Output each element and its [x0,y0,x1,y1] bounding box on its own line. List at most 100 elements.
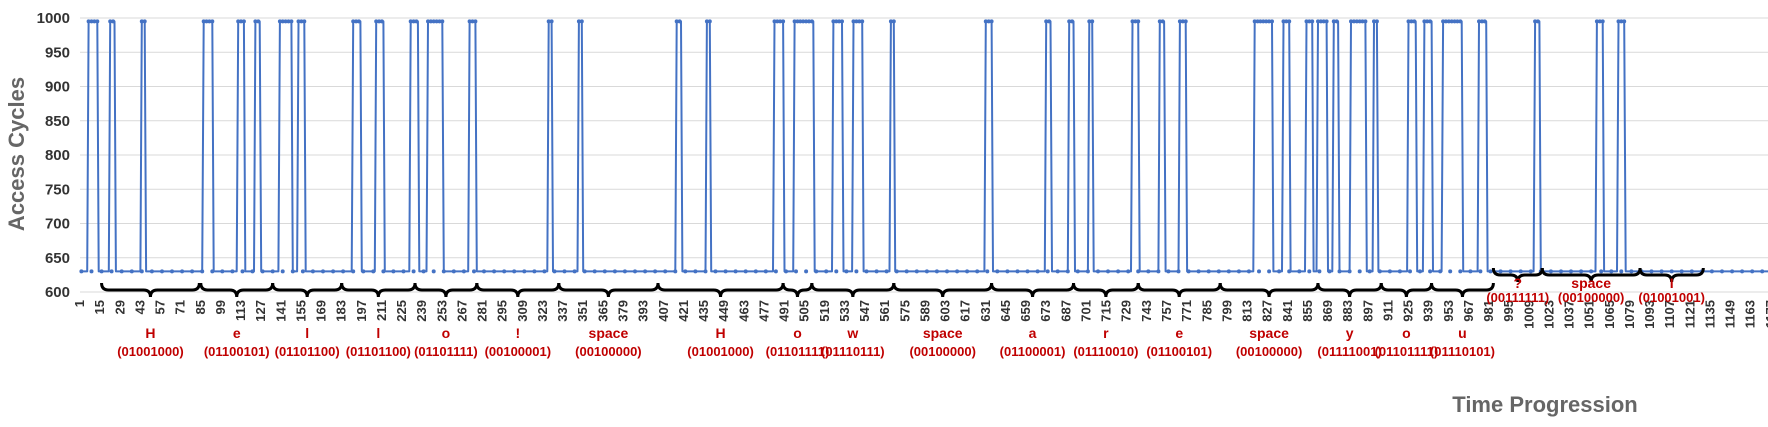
y-tick-label: 650 [45,250,70,267]
x-tick-label: 925 [1401,300,1416,322]
segment-brace [990,282,1076,298]
data-point [549,19,554,24]
byte-segment: w (01110111) [810,282,896,359]
data-point [532,269,537,274]
data-point [1609,269,1614,274]
data-point [753,269,758,274]
y-tick-label: 900 [45,79,70,96]
x-tick-label: 1121 [1682,300,1697,328]
data-point [1468,269,1473,274]
segment-char: H [145,325,155,341]
data-point [250,269,255,274]
data-point [253,19,258,24]
data-point [674,19,679,24]
segment-bits: (01110111) [821,344,885,359]
segment-bits: (01001001) [1638,290,1705,305]
x-tick-label: 127 [253,300,268,322]
gridlines [80,17,1768,293]
x-tick-label: 1079 [1622,300,1637,329]
data-point [1408,269,1412,274]
data-point [119,269,124,274]
data-point [653,269,658,274]
data-point [1304,19,1309,24]
x-tick-label: 197 [354,300,369,322]
segment-char: u [1458,325,1467,341]
data-point [1025,269,1030,274]
segment-bits: (01101100) [346,344,411,359]
x-tick-label: 253 [434,300,449,322]
data-point [1363,19,1368,24]
data-point [713,269,718,274]
data-point [321,269,325,274]
data-point [1331,19,1336,24]
segment-brace [199,282,275,298]
data-point [1277,269,1282,274]
data-point [1146,269,1151,274]
data-point [440,19,445,24]
data-point [1257,269,1261,274]
data-point [673,269,678,274]
x-tick-label: 575 [897,300,912,322]
data-point [1649,269,1654,274]
data-point [1106,269,1110,274]
segment-brace [1379,282,1434,298]
data-point [1258,19,1263,24]
x-tick-label: 29 [112,300,127,314]
x-tick-label: 449 [716,300,731,322]
series-markers [79,19,1765,274]
data-point [351,19,356,24]
segment-bits: (01110101) [1430,344,1495,359]
segment-bits: (00100000) [1558,290,1625,305]
data-point [1047,19,1052,24]
x-tick-label: 85 [193,300,208,314]
data-point [891,19,896,24]
data-point [693,269,698,274]
data-point [723,269,728,274]
x-tick-label: 757 [1159,300,1174,322]
data-point [579,19,584,24]
segment-char: l [305,325,309,341]
x-tick-label: 771 [1179,300,1194,322]
data-point [1087,19,1092,24]
data-point [1372,19,1376,24]
segment-char: space [1249,325,1289,341]
data-point [995,269,1000,274]
data-point [1535,19,1540,24]
data-point [428,19,433,24]
segment-brace [1638,267,1705,283]
data-point [1569,269,1573,274]
x-tick-label: 505 [797,300,812,322]
data-point [142,19,147,24]
segment-brace [656,282,785,298]
data-point [1589,269,1594,274]
data-point [277,19,282,24]
data-point [241,19,246,24]
byte-segment: u (01110101) [1430,282,1495,359]
data-point [1478,269,1483,274]
data-point [482,269,486,274]
x-tick-label: 561 [877,300,892,322]
x-tick-label: 141 [273,300,288,322]
data-point [1452,19,1457,24]
x-tick-label: 869 [1320,300,1335,322]
data-point [92,19,97,24]
segment-brace [100,282,201,298]
data-point [798,19,803,24]
x-tick-label: 743 [1139,300,1154,322]
segment-brace [892,282,994,298]
data-point [1357,269,1362,274]
data-point [1508,269,1513,274]
data-point [300,269,305,274]
data-point [837,19,842,24]
x-tick-label: 631 [978,300,993,322]
data-point [431,269,436,274]
x-tick-label: 365 [595,300,610,322]
data-point [310,269,315,274]
data-point [1425,19,1430,24]
data-point [1479,19,1484,24]
data-point [1619,19,1624,24]
data-point [1418,269,1422,274]
segment-bits: (00100000) [575,344,642,359]
data-point [1321,19,1326,24]
data-point [743,269,748,274]
